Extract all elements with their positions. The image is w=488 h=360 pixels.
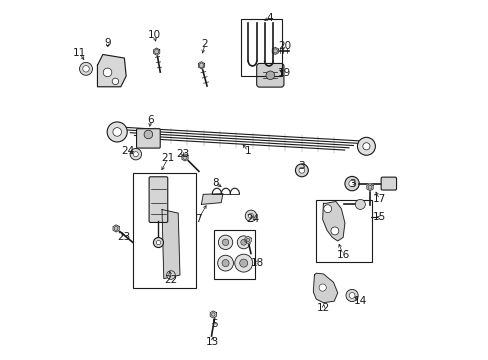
Bar (316, 200, 371, 262)
FancyBboxPatch shape (149, 177, 167, 222)
Polygon shape (162, 210, 180, 279)
Text: 11: 11 (73, 48, 86, 58)
Polygon shape (198, 62, 204, 69)
Text: 20: 20 (278, 41, 291, 51)
Text: 8: 8 (211, 177, 218, 188)
Circle shape (273, 49, 277, 53)
Text: 24: 24 (245, 214, 259, 224)
Circle shape (357, 137, 375, 155)
Circle shape (82, 66, 89, 72)
Circle shape (113, 128, 121, 136)
Text: 22: 22 (164, 275, 177, 285)
Polygon shape (244, 236, 251, 243)
Bar (241, 19, 282, 76)
Circle shape (240, 239, 246, 245)
Circle shape (319, 284, 325, 291)
Text: 10: 10 (147, 31, 161, 40)
Circle shape (234, 254, 252, 272)
Circle shape (154, 50, 159, 54)
Circle shape (222, 239, 228, 246)
Circle shape (362, 143, 369, 150)
Polygon shape (97, 54, 126, 87)
Polygon shape (113, 225, 119, 232)
Polygon shape (201, 194, 223, 204)
Text: 15: 15 (372, 212, 386, 222)
Polygon shape (313, 273, 337, 303)
Circle shape (211, 313, 215, 316)
Circle shape (265, 71, 274, 80)
Text: 24: 24 (121, 145, 134, 156)
Circle shape (246, 238, 249, 242)
Polygon shape (366, 184, 372, 191)
Circle shape (239, 259, 247, 267)
Text: 3: 3 (348, 179, 355, 189)
Text: 18: 18 (251, 258, 264, 268)
Circle shape (248, 213, 253, 219)
Circle shape (183, 155, 187, 159)
Polygon shape (210, 311, 216, 318)
Text: 23: 23 (118, 232, 131, 242)
Text: 19: 19 (278, 68, 291, 78)
Circle shape (153, 238, 163, 248)
Text: 2: 2 (202, 40, 208, 49)
Text: 9: 9 (104, 38, 111, 48)
Circle shape (344, 176, 359, 191)
Bar (133, 173, 196, 288)
Circle shape (348, 180, 355, 187)
Text: 4: 4 (266, 13, 272, 23)
Circle shape (244, 210, 256, 222)
Circle shape (114, 226, 118, 230)
Text: 17: 17 (372, 194, 386, 204)
Circle shape (130, 148, 142, 160)
Circle shape (80, 62, 92, 75)
Text: 3: 3 (298, 161, 305, 171)
Text: 16: 16 (336, 249, 349, 260)
Bar (214, 230, 255, 279)
FancyBboxPatch shape (256, 63, 284, 87)
Circle shape (107, 122, 127, 142)
Text: 23: 23 (176, 149, 189, 159)
Circle shape (133, 152, 138, 157)
Circle shape (323, 205, 331, 213)
Text: 7: 7 (195, 214, 202, 224)
Circle shape (295, 164, 308, 177)
Circle shape (222, 260, 229, 267)
Circle shape (298, 167, 304, 173)
Circle shape (346, 289, 357, 302)
Circle shape (199, 63, 203, 68)
Text: 5: 5 (210, 319, 217, 329)
Circle shape (144, 130, 152, 139)
FancyBboxPatch shape (136, 129, 160, 148)
Circle shape (218, 235, 232, 249)
Text: 13: 13 (205, 337, 219, 347)
Text: 14: 14 (353, 296, 366, 306)
Circle shape (355, 199, 365, 210)
Polygon shape (322, 202, 344, 241)
Text: 6: 6 (147, 115, 154, 125)
Circle shape (166, 271, 175, 279)
Polygon shape (153, 48, 160, 55)
Circle shape (217, 255, 233, 271)
Text: 1: 1 (244, 146, 251, 156)
Circle shape (348, 293, 354, 298)
Circle shape (112, 78, 119, 85)
Circle shape (330, 227, 338, 235)
Polygon shape (272, 47, 278, 54)
FancyBboxPatch shape (380, 177, 396, 190)
Circle shape (103, 68, 112, 77)
Polygon shape (182, 154, 188, 161)
Circle shape (156, 240, 160, 245)
Text: 21: 21 (161, 153, 174, 163)
Circle shape (367, 185, 371, 189)
Circle shape (237, 236, 250, 249)
Text: 12: 12 (316, 303, 329, 314)
